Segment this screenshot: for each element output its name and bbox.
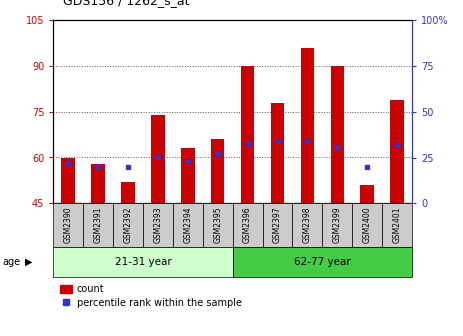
Bar xyxy=(173,203,203,247)
Bar xyxy=(53,247,232,277)
Text: GSM2399: GSM2399 xyxy=(333,207,342,244)
Text: GSM2398: GSM2398 xyxy=(303,207,312,243)
Text: GDS156 / 1262_s_at: GDS156 / 1262_s_at xyxy=(63,0,189,7)
Legend: count, percentile rank within the sample: count, percentile rank within the sample xyxy=(58,282,244,310)
Bar xyxy=(143,203,173,247)
Bar xyxy=(151,115,165,203)
Bar xyxy=(83,203,113,247)
Text: GSM2396: GSM2396 xyxy=(243,207,252,244)
Text: 62-77 year: 62-77 year xyxy=(294,257,351,267)
Bar xyxy=(62,158,75,203)
Bar xyxy=(203,203,233,247)
Text: GSM2394: GSM2394 xyxy=(183,207,192,244)
Bar xyxy=(181,149,194,203)
Bar xyxy=(390,99,404,203)
Text: ▶: ▶ xyxy=(25,257,33,267)
Text: GSM2395: GSM2395 xyxy=(213,207,222,244)
Bar xyxy=(331,66,344,203)
Text: GSM2390: GSM2390 xyxy=(64,207,73,244)
Bar xyxy=(211,139,225,203)
Bar xyxy=(241,66,254,203)
Bar xyxy=(233,203,263,247)
Bar xyxy=(53,203,83,247)
Bar xyxy=(121,182,135,203)
Bar xyxy=(263,203,293,247)
Text: GSM2397: GSM2397 xyxy=(273,207,282,244)
Text: GSM2393: GSM2393 xyxy=(153,207,163,244)
Text: GSM2391: GSM2391 xyxy=(94,207,103,243)
Text: GSM2401: GSM2401 xyxy=(393,207,401,243)
Bar xyxy=(271,102,284,203)
Bar xyxy=(322,203,352,247)
Bar xyxy=(352,203,382,247)
Bar xyxy=(113,203,143,247)
Bar xyxy=(91,164,105,203)
Bar xyxy=(293,203,322,247)
Text: 21-31 year: 21-31 year xyxy=(114,257,171,267)
Bar xyxy=(382,203,412,247)
Bar xyxy=(233,247,412,277)
Text: GSM2392: GSM2392 xyxy=(124,207,132,243)
Text: GSM2400: GSM2400 xyxy=(363,207,372,244)
Bar xyxy=(361,185,374,203)
Bar xyxy=(300,48,314,203)
Text: age: age xyxy=(2,257,20,267)
